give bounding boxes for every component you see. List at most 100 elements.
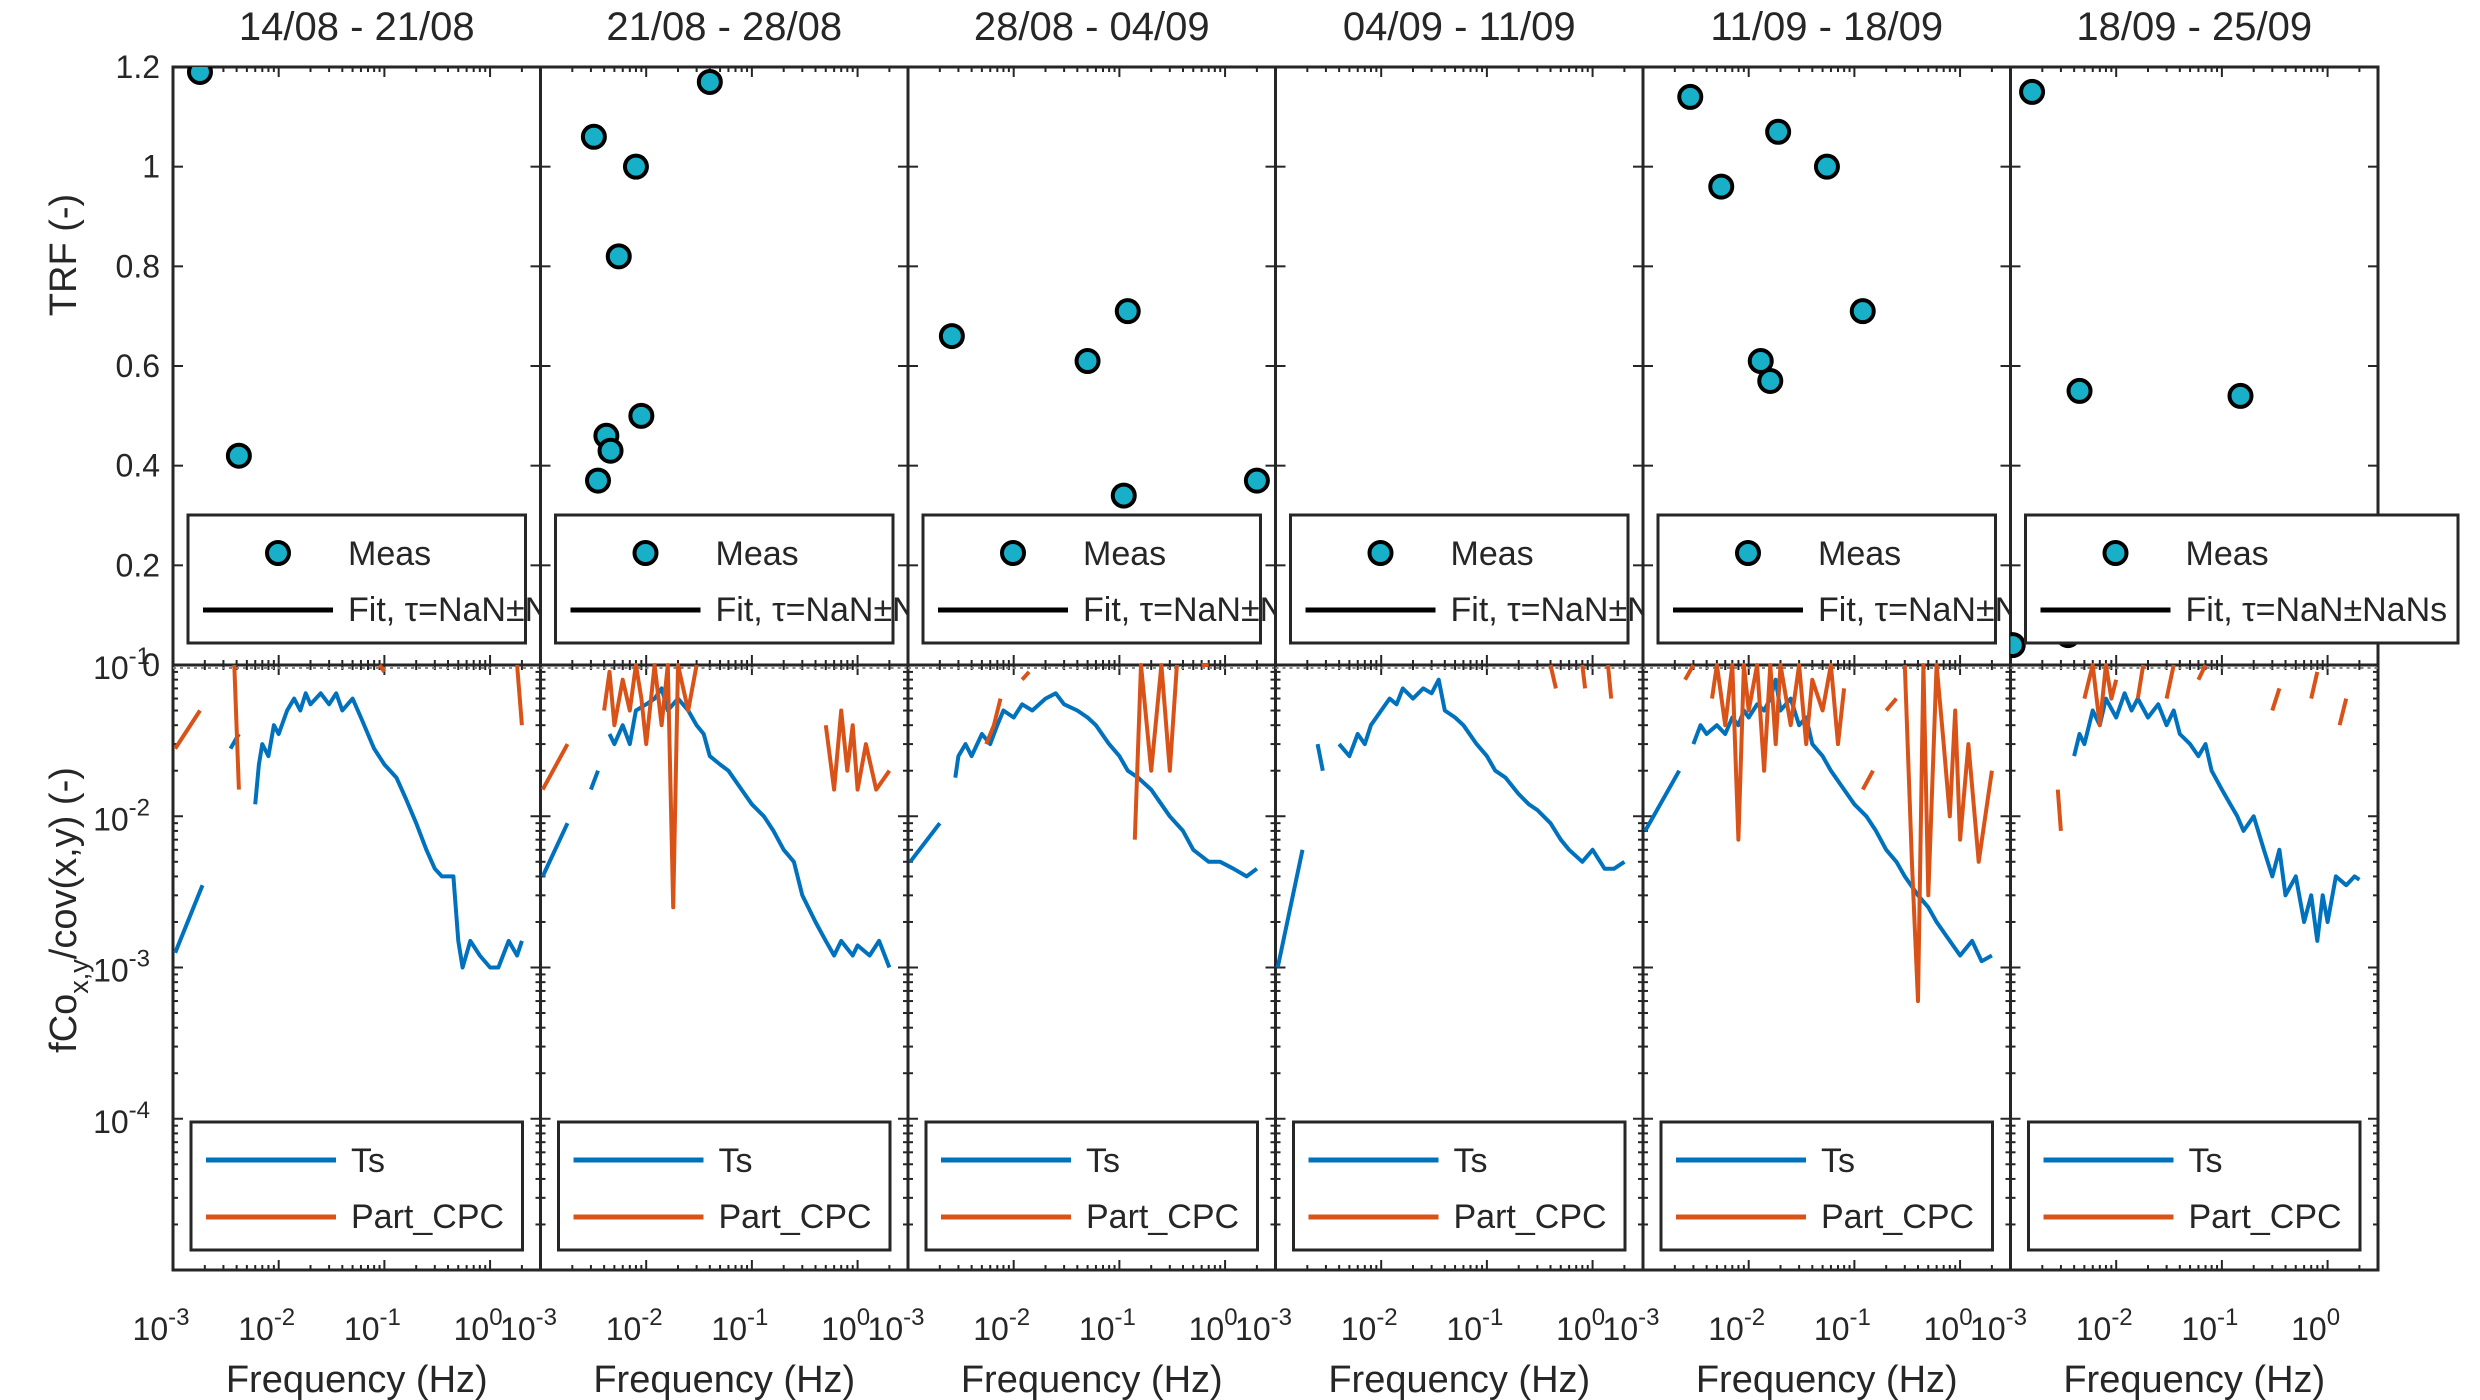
legend-meas-label: Meas xyxy=(348,535,431,573)
xtick-label: 100 xyxy=(821,1304,870,1347)
trf-legend-box xyxy=(1289,513,1630,645)
ytick-exponent: -4 xyxy=(129,1097,150,1124)
xtick-base: 10 xyxy=(1556,1311,1592,1347)
cospectrum-axis-label: fCox,y/cov(x,y) (-) xyxy=(43,767,94,1053)
xtick-exponent: 0 xyxy=(857,1304,870,1331)
meas-point xyxy=(1110,482,1137,509)
trf-legend: Meas Fit, τ=NaN±NaNs xyxy=(186,513,561,645)
xtick-base: 10 xyxy=(454,1311,490,1347)
trf-points xyxy=(1677,83,1876,394)
meas-point xyxy=(597,437,624,464)
ts-line xyxy=(540,686,892,969)
xtick-base: 10 xyxy=(1189,1311,1225,1347)
xtick-base: 10 xyxy=(2076,1311,2112,1347)
cospectrum-ytick-label: 10-3 xyxy=(93,946,150,989)
ytick-exponent: -1 xyxy=(129,643,150,670)
xtick-base: 10 xyxy=(821,1311,857,1347)
legend-meas-label: Meas xyxy=(716,535,799,573)
xtick-base: 10 xyxy=(500,1311,536,1347)
xtick-base: 10 xyxy=(1970,1311,2006,1347)
ytick-base: 10 xyxy=(93,1104,129,1140)
xtick-label: 10-1 xyxy=(1814,1304,1871,1347)
ytick-base: 10 xyxy=(93,953,129,989)
cospectrum-ytick-label: 10-2 xyxy=(93,794,150,837)
ytick-base: 10 xyxy=(93,650,129,686)
panel-title: 21/08 - 28/08 xyxy=(606,5,842,49)
xtick-label: 10-3 xyxy=(1603,1304,1660,1347)
legend-meas-marker xyxy=(2102,540,2129,566)
xtick-exponent: -2 xyxy=(1009,1304,1030,1331)
meas-point xyxy=(225,442,252,469)
trf-legend: Meas Fit, τ=NaN±NaNs xyxy=(921,513,1296,645)
ytick-exponent: -3 xyxy=(129,946,150,973)
meas-point xyxy=(2010,632,2026,659)
meas-point xyxy=(2227,382,2254,409)
meas-point xyxy=(605,243,632,270)
panel-2: 21/08 - 28/08 Meas Fit, τ=NaN±NaNs Ts Part_C… xyxy=(500,5,978,1400)
cospectrum-axis-label-rest: /cov(x,y) (-) xyxy=(43,767,85,959)
trf-legend: Meas Fit, τ=NaN±NaNs xyxy=(554,513,978,645)
cospectrum-legend-box xyxy=(189,1120,524,1252)
xtick-base: 10 xyxy=(973,1311,1009,1347)
meas-point xyxy=(1074,348,1101,375)
xtick-exponent: 0 xyxy=(2327,1304,2340,1331)
trf-ytick-label: 0.4 xyxy=(116,448,160,484)
frequency-axis-label: Frequency (Hz) xyxy=(961,1359,1223,1400)
xtick-exponent: -3 xyxy=(1271,1304,1292,1331)
xtick-label: 10-3 xyxy=(500,1304,557,1347)
xtick-base: 10 xyxy=(2181,1311,2217,1347)
xtick-label: 100 xyxy=(2291,1304,2340,1347)
xtick-exponent: 0 xyxy=(1224,1304,1237,1331)
cospectrum-lines xyxy=(2055,663,2361,943)
part-cpc-line xyxy=(1683,663,1994,1004)
panel-title: 04/09 - 11/09 xyxy=(1343,5,1576,49)
meas-point xyxy=(2066,377,2093,404)
meas-point xyxy=(1708,173,1735,200)
meas-point xyxy=(1747,348,1774,375)
trf-legend-box xyxy=(2024,513,2460,645)
ts-line xyxy=(2072,691,2361,943)
xtick-base: 10 xyxy=(238,1311,274,1347)
legend-fit-label: Fit, τ=NaN±NaNs xyxy=(2186,591,2448,629)
cospectrum-axis-label-sub: x,y xyxy=(64,959,94,994)
xtick-exponent: -1 xyxy=(1850,1304,1871,1331)
legend-meas-label: Meas xyxy=(2186,535,2269,573)
cospectrum-legend-box xyxy=(1292,1120,1627,1252)
cospectrum-legend-box xyxy=(2027,1120,2362,1252)
legend-ts-label: Ts xyxy=(1454,1142,1488,1180)
xtick-exponent: -2 xyxy=(274,1304,295,1331)
legend-fit-label: Fit, τ=NaN±NaNs xyxy=(1818,591,2080,629)
meas-point xyxy=(622,153,649,180)
xtick-label: 100 xyxy=(1924,1304,1973,1347)
xtick-label: 10-2 xyxy=(2076,1304,2133,1347)
xtick-exponent: -1 xyxy=(2217,1304,2238,1331)
trf-points xyxy=(186,67,252,469)
legend-ts-label: Ts xyxy=(1086,1142,1120,1180)
cospectrum-axis-label-base: fCo xyxy=(43,994,85,1053)
meas-point xyxy=(580,123,607,150)
panel-6: 18/09 - 25/09 Meas Fit, τ=NaN±NaNs Ts Part_C… xyxy=(1970,5,2460,1400)
cospectrum-legend-box xyxy=(557,1120,892,1252)
xtick-base: 10 xyxy=(868,1311,904,1347)
xtick-label: 10-2 xyxy=(1708,1304,1765,1347)
xtick-label: 10-2 xyxy=(1341,1304,1398,1347)
legend-fit-label: Fit, τ=NaN±NaNs xyxy=(716,591,978,629)
ytick-exponent: -2 xyxy=(129,794,150,821)
cospectrum-lines xyxy=(173,663,524,970)
xtick-base: 10 xyxy=(606,1311,642,1347)
cospectrum-legend-box xyxy=(924,1120,1259,1252)
xtick-exponent: -2 xyxy=(1376,1304,1397,1331)
legend-meas-marker xyxy=(632,540,659,566)
xtick-base: 10 xyxy=(2291,1311,2327,1347)
legend-meas-marker xyxy=(1367,540,1394,566)
legend-meas-marker xyxy=(265,540,291,566)
frequency-axis-label: Frequency (Hz) xyxy=(1328,1359,1590,1400)
legend-ts-label: Ts xyxy=(719,1142,753,1180)
meas-point xyxy=(1765,118,1792,145)
meas-point xyxy=(1757,367,1784,394)
part-cpc-line xyxy=(1548,664,1614,699)
frequency-axis-label: Frequency (Hz) xyxy=(593,1359,855,1400)
xtick-base: 10 xyxy=(1446,1311,1482,1347)
legend-part-label: Part_CPC xyxy=(1821,1198,1974,1236)
xtick-exponent: 0 xyxy=(489,1304,502,1331)
